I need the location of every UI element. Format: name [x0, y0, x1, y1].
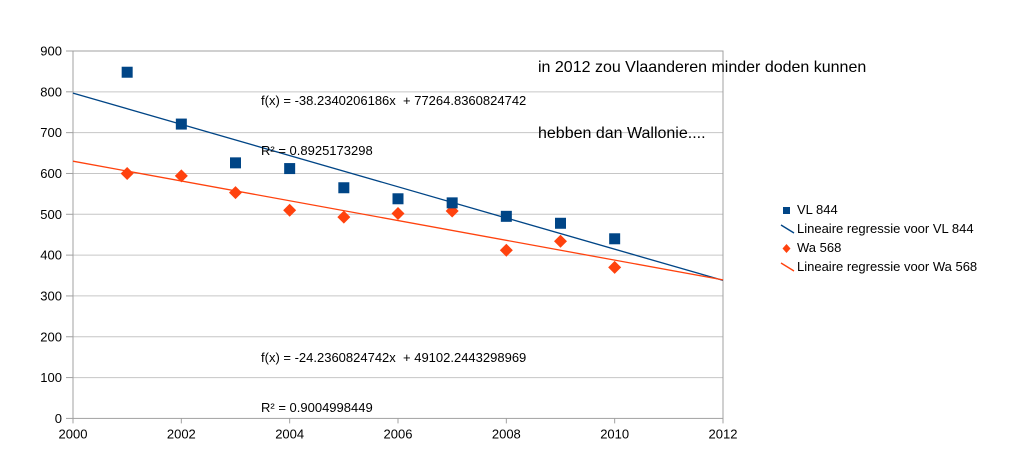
- data-point-vl: [230, 157, 241, 169]
- data-point-wa: [229, 186, 242, 200]
- vl-equation-text: f(x) = -38.2340206186x + 77264.836082474…: [261, 93, 527, 108]
- y-axis-label: 700: [40, 125, 62, 140]
- data-point-vl: [555, 217, 566, 229]
- legend: VL 844 Lineaire regressie voor VL 844 Wa…: [780, 200, 977, 276]
- diamond-marker-icon: [780, 241, 797, 255]
- data-point-wa: [608, 260, 622, 274]
- wa-regression-equation: f(x) = -24.2360824742x + 49102.244329896…: [261, 317, 526, 449]
- y-axis-label: 600: [40, 166, 62, 181]
- y-axis-label: 100: [40, 370, 62, 385]
- y-axis-label: 800: [40, 84, 62, 99]
- chart-title: in 2012 zou Vlaanderen minder doden kunn…: [538, 13, 866, 189]
- square-marker-icon: [780, 203, 797, 217]
- data-point-vl: [446, 197, 458, 209]
- data-point-wa: [283, 203, 297, 217]
- y-axis-label: 500: [40, 207, 62, 222]
- chart-title-line1: in 2012 zou Vlaanderen minder doden kunn…: [538, 59, 867, 76]
- legend-item-wa-regression: Lineaire regressie voor Wa 568: [780, 257, 977, 276]
- data-point-vl: [175, 118, 187, 130]
- x-axis-label: 2004: [275, 426, 304, 441]
- y-axis-label: 0: [55, 411, 62, 426]
- data-point-vl: [609, 233, 621, 245]
- legend-item-wa: Wa 568: [780, 238, 977, 257]
- data-point-wa: [554, 234, 567, 248]
- data-point-wa: [391, 206, 405, 220]
- wa-r2-text: R² = 0.9004998449: [261, 399, 373, 415]
- y-axis-label: 200: [40, 329, 62, 344]
- data-point-vl: [392, 193, 404, 205]
- y-axis-label: 300: [40, 288, 62, 303]
- trendline-marker-icon: [780, 260, 797, 274]
- data-point-vl: [121, 66, 133, 78]
- chart-title-line2: hebben dan Wallonie....: [538, 125, 706, 142]
- data-point-wa: [337, 210, 351, 224]
- vl-regression-equation: f(x) = -38.2340206186x + 77264.836082474…: [261, 60, 526, 192]
- y-axis-label: 400: [40, 248, 62, 263]
- x-axis-label: 2012: [709, 426, 738, 441]
- data-point-wa: [174, 169, 188, 183]
- data-point-wa: [499, 243, 513, 257]
- wa-equation-text: f(x) = -24.2360824742x + 49102.244329896…: [261, 350, 527, 365]
- x-axis-label: 2008: [492, 426, 521, 441]
- trendline-marker-icon: [780, 222, 797, 236]
- x-axis-label: 2002: [167, 426, 196, 441]
- x-axis-label: 2010: [600, 426, 629, 441]
- data-point-wa: [120, 166, 134, 180]
- data-point-vl: [338, 182, 350, 194]
- vl-r2-text: R² = 0.8925173298: [261, 142, 373, 158]
- legend-item-vl-regression: Lineaire regressie voor VL 844: [780, 219, 977, 238]
- legend-label: VL 844: [797, 202, 838, 217]
- legend-label: Wa 568: [797, 240, 842, 255]
- x-axis-label: 2006: [384, 426, 413, 441]
- legend-label: Lineaire regressie voor VL 844: [797, 221, 974, 236]
- x-axis-label: 2000: [59, 426, 88, 441]
- legend-label: Lineaire regressie voor Wa 568: [797, 259, 978, 274]
- legend-item-vl: VL 844: [780, 200, 977, 219]
- data-point-vl: [500, 210, 512, 222]
- data-point-vl: [284, 163, 296, 175]
- y-axis-label: 900: [40, 44, 62, 59]
